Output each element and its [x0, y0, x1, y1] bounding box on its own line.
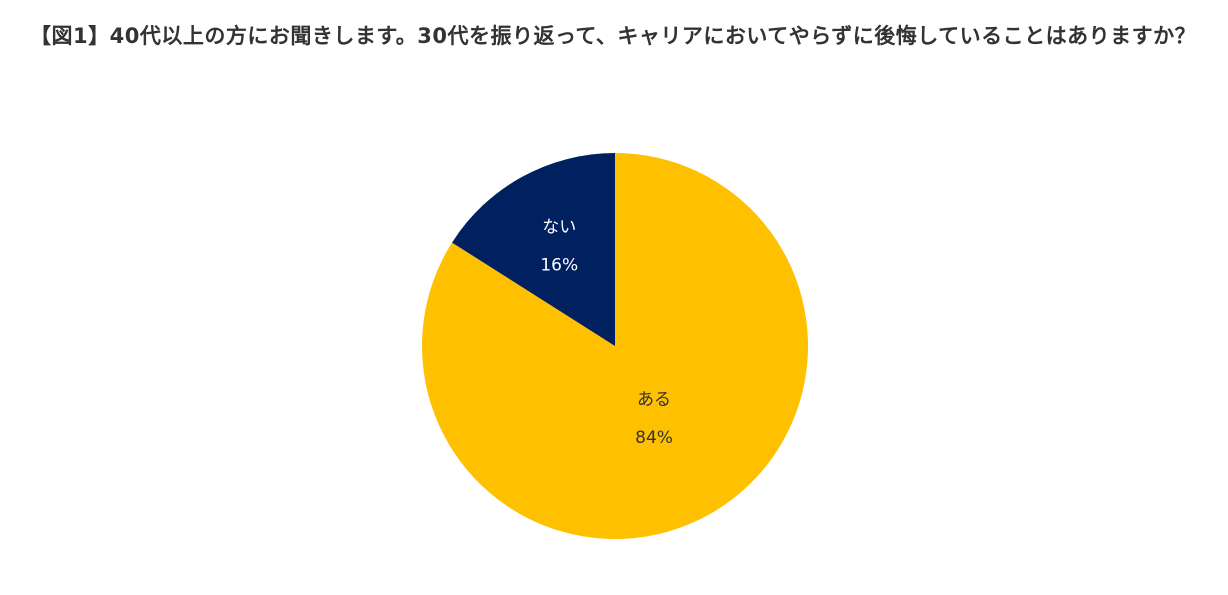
pie-slice-nai — [452, 153, 615, 346]
question-title: 【図1】40代以上の方にお聞きします。30代を振り返って、キャリアにおいてやらず… — [30, 24, 1197, 48]
slice-value-label: 16% — [540, 256, 578, 276]
slice-value-label: 84% — [635, 428, 673, 448]
slice-label: ある — [637, 390, 671, 410]
slice-label: ない — [542, 218, 576, 238]
